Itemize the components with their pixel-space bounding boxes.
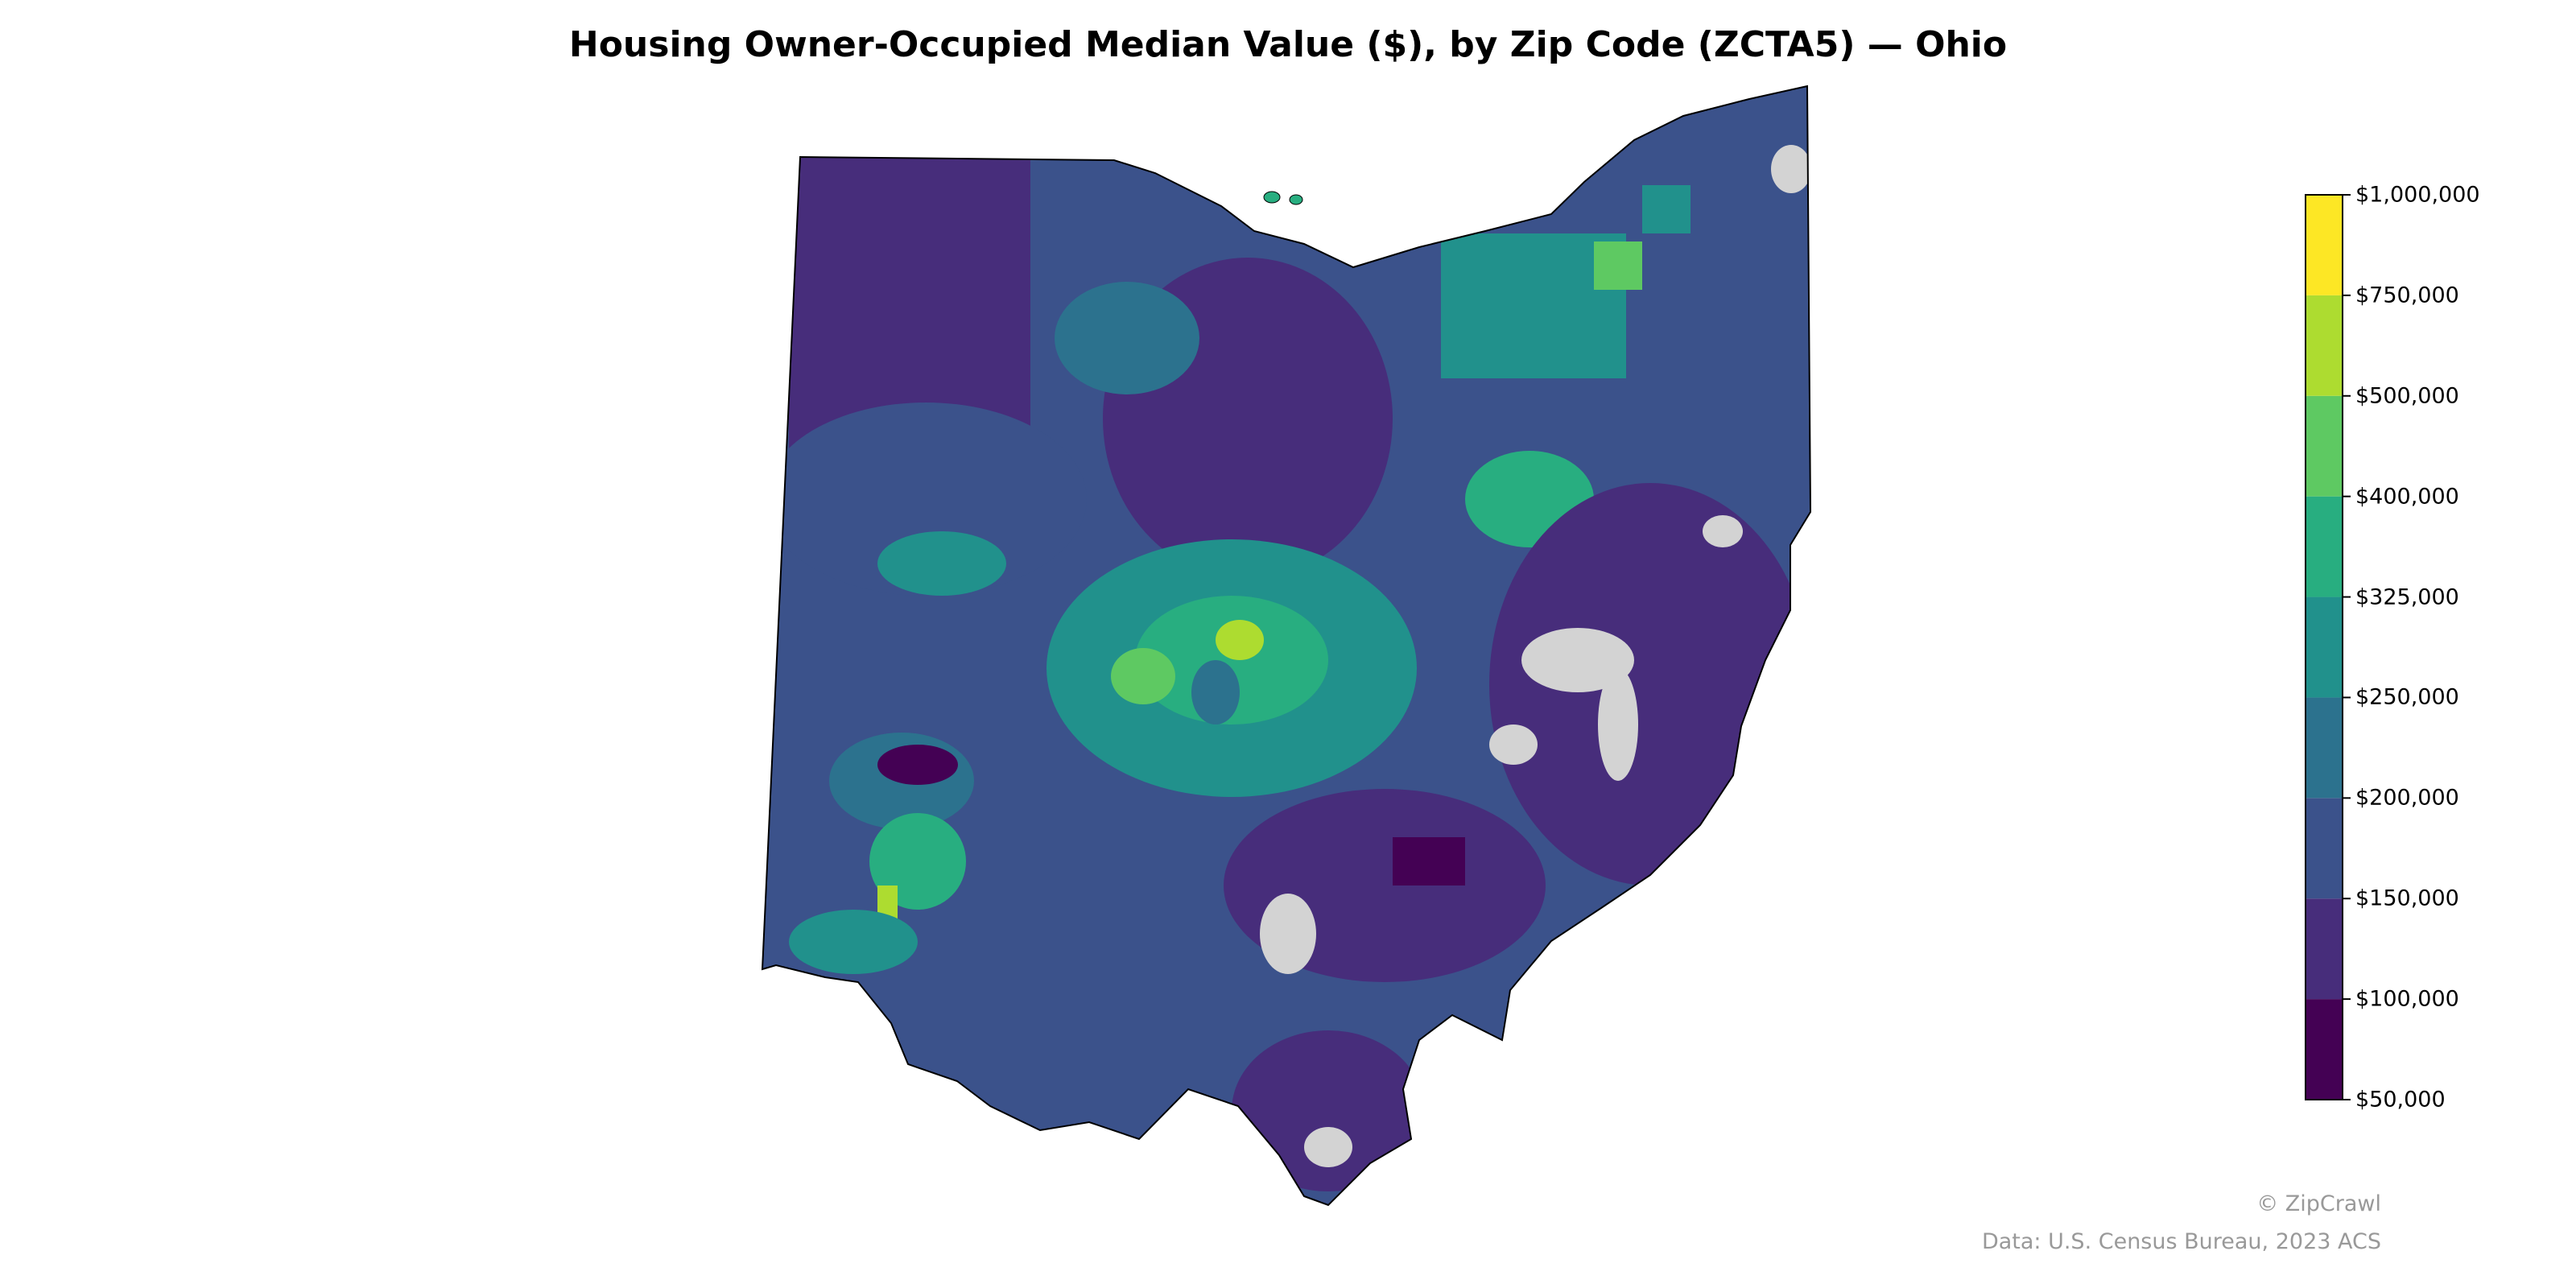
zip-regions bbox=[762, 86, 1810, 1205]
source-label: Data: U.S. Census Bureau, 2023 ACS bbox=[1981, 1229, 2381, 1254]
credit-label: © ZipCrawl bbox=[2256, 1191, 2381, 1216]
region-columbus-core bbox=[1191, 660, 1240, 724]
no-data-area bbox=[1703, 515, 1743, 547]
colorbar-tick-label: $50,000 bbox=[2355, 1087, 2446, 1113]
region-south-tip bbox=[1232, 1030, 1425, 1191]
region-low-se bbox=[1393, 837, 1465, 886]
colorbar-bin bbox=[2306, 195, 2343, 295]
colorbar-bin bbox=[2306, 395, 2343, 497]
region-lake bbox=[1642, 185, 1690, 233]
region-toledo-suburb bbox=[1055, 282, 1199, 394]
lake-erie-island bbox=[1289, 194, 1303, 205]
region-east bbox=[1489, 483, 1810, 886]
region-west-central bbox=[877, 531, 1006, 596]
colorbar-tick-label: $750,000 bbox=[2355, 283, 2459, 308]
no-data-area bbox=[1260, 894, 1316, 974]
no-data-area bbox=[1521, 628, 1634, 692]
colorbar-tick-label: $1,000,000 bbox=[2355, 182, 2480, 208]
region-columbus-suburb bbox=[1135, 596, 1328, 724]
region-columbus-top bbox=[1216, 620, 1264, 660]
region-dayton-low bbox=[877, 745, 958, 785]
colorbar-tick-label: $325,000 bbox=[2355, 584, 2459, 610]
chart-title: Housing Owner-Occupied Median Value ($),… bbox=[568, 24, 2008, 65]
colorbar-bin bbox=[2306, 999, 2343, 1100]
region-columbus-high bbox=[1111, 648, 1175, 704]
region-cincinnati bbox=[789, 910, 918, 974]
colorbar-tick-label: $500,000 bbox=[2355, 383, 2459, 409]
region-cleveland-high bbox=[1594, 242, 1642, 290]
no-data-area bbox=[1771, 145, 1810, 193]
colorbar-bin bbox=[2306, 798, 2343, 899]
colorbar-tick-label: $100,000 bbox=[2355, 986, 2459, 1012]
colorbar-bin bbox=[2306, 898, 2343, 1000]
colorbar-tick-label: $250,000 bbox=[2355, 684, 2459, 710]
colorbar-tick-label: $200,000 bbox=[2355, 785, 2459, 811]
colorbar-tick-label: $400,000 bbox=[2355, 484, 2459, 510]
colorbar-tick-label: $150,000 bbox=[2355, 886, 2459, 911]
colorbar-bin bbox=[2306, 496, 2343, 597]
no-data-area bbox=[1304, 1127, 1352, 1167]
region-nw-blue bbox=[765, 402, 1087, 596]
colorbar-frame bbox=[2305, 194, 2343, 1100]
colorbar-bin bbox=[2306, 295, 2343, 396]
no-data-area bbox=[1598, 668, 1638, 781]
colorbar bbox=[2305, 194, 2351, 1100]
lake-erie-island bbox=[1263, 191, 1281, 204]
colorbar-bin bbox=[2306, 597, 2343, 698]
colorbar-bin bbox=[2306, 697, 2343, 799]
no-data-area bbox=[1489, 724, 1538, 765]
